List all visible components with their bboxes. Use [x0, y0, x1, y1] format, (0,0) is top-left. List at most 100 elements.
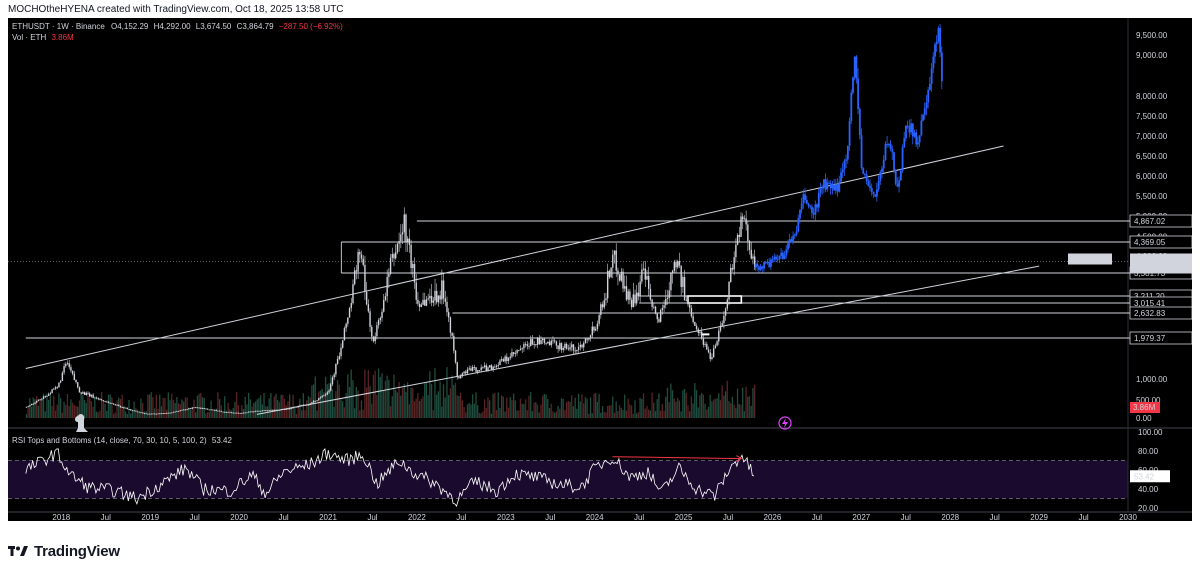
volume-bar: [208, 412, 210, 418]
candle-body: [246, 412, 248, 414]
time-tick-label: 2018: [52, 513, 70, 521]
candle-body: [531, 339, 534, 345]
volume-bar: [58, 393, 60, 418]
candle-body: [709, 352, 711, 359]
volume-bar: [483, 399, 486, 418]
candle-body: [615, 250, 617, 271]
volume-bar: [114, 412, 116, 418]
candle-body: [644, 268, 646, 280]
volume-bar: [138, 412, 140, 418]
dinosaur-icon: [74, 414, 88, 432]
candle-body: [241, 413, 243, 414]
candle-body: [434, 290, 436, 301]
volume-bar: [596, 401, 599, 418]
projection-body: [864, 173, 866, 175]
candle-body: [107, 401, 110, 403]
volume-bar: [100, 392, 103, 418]
level-tag-label: 3,211.20: [1134, 292, 1165, 301]
volume-bar: [559, 408, 561, 418]
legend-symbol-line: ETHUSDT · 1W · Binance O4,152.29 H4,292.…: [12, 22, 343, 31]
candle-body: [136, 411, 139, 413]
trendline-layer[interactable]: [25, 145, 1040, 415]
volume-bar: [130, 413, 132, 418]
candle-body: [186, 409, 188, 411]
candle-body: [311, 402, 313, 404]
candle-body: [465, 371, 467, 374]
volume-bar: [230, 410, 233, 418]
volume-bar: [658, 393, 660, 418]
candle-body: [63, 366, 65, 373]
volume-bar: [140, 398, 142, 418]
candle-body: [205, 408, 207, 410]
candle-body: [610, 267, 612, 278]
lower-trend-line[interactable]: [256, 265, 1040, 415]
volume-bar: [424, 383, 426, 418]
candle-body: [425, 299, 428, 306]
volume-bar: [574, 397, 576, 418]
volume-bar: [526, 410, 528, 418]
projection-body: [804, 194, 807, 200]
candle-body: [492, 366, 494, 370]
projection-body: [858, 108, 861, 136]
projection-body: [927, 89, 930, 103]
candle-body: [540, 340, 542, 345]
candle-body: [487, 367, 489, 371]
lightning-icon[interactable]: [778, 416, 792, 430]
candle-body: [497, 365, 499, 366]
volume-bar: [547, 398, 549, 418]
candle-body: [124, 407, 127, 409]
volume-bar: [601, 406, 604, 418]
volume-bar: [376, 394, 378, 418]
volume-bar: [118, 397, 120, 418]
candle-body: [572, 344, 575, 351]
candle-body: [309, 403, 311, 405]
volume-bar: [331, 389, 334, 418]
time-tick-label: Jul: [812, 513, 822, 521]
volume-bar: [164, 398, 166, 418]
candle-body: [516, 350, 518, 354]
projection-body: [785, 249, 788, 256]
candle-body: [25, 406, 28, 408]
chart-frame[interactable]: 9,500.00 9,000.00 8,000.00 7,500.00 7,000.00…: [8, 18, 1192, 521]
projection-body: [793, 234, 796, 236]
volume-bar: [466, 404, 469, 418]
candle-body: [398, 241, 400, 244]
volume-bar: [379, 377, 381, 418]
candle-body: [743, 218, 746, 220]
projection-body: [845, 159, 848, 161]
candle-body: [364, 264, 366, 292]
projection-body: [838, 181, 841, 192]
chart-canvas[interactable]: 9,500.00 9,000.00 8,000.00 7,500.00 7,000.00…: [8, 18, 1192, 521]
candle-body: [171, 412, 173, 414]
candle-body: [27, 406, 29, 407]
candle-body: [331, 377, 334, 385]
candle-body: [203, 408, 205, 409]
volume-bar: [391, 396, 393, 418]
volume-layer: [25, 367, 756, 418]
candle-body: [636, 292, 638, 304]
projection-body: [836, 184, 839, 192]
price-tick-label: 7,500.00: [1136, 112, 1168, 121]
projection-body: [896, 183, 899, 187]
candle-body: [400, 234, 402, 242]
volume-bar: [347, 374, 349, 418]
volume-bar: [470, 404, 472, 418]
candle-body: [726, 299, 729, 309]
volume-bar: [699, 395, 701, 418]
upper-trend-line[interactable]: [25, 145, 1004, 370]
volume-bar: [225, 410, 228, 418]
volume-bar: [680, 411, 682, 418]
candle-body: [114, 404, 117, 406]
candle-body: [752, 256, 754, 259]
volume-bar: [333, 406, 335, 418]
candle-body: [145, 413, 147, 415]
candle-body: [523, 344, 525, 349]
candle-body: [697, 328, 699, 333]
candle-body: [642, 268, 645, 270]
projection-body: [811, 206, 813, 213]
volume-bar: [487, 397, 489, 418]
candle-body: [153, 413, 156, 415]
volume-bar: [383, 390, 385, 418]
volume-bar: [77, 406, 79, 418]
candle-body: [236, 412, 238, 414]
